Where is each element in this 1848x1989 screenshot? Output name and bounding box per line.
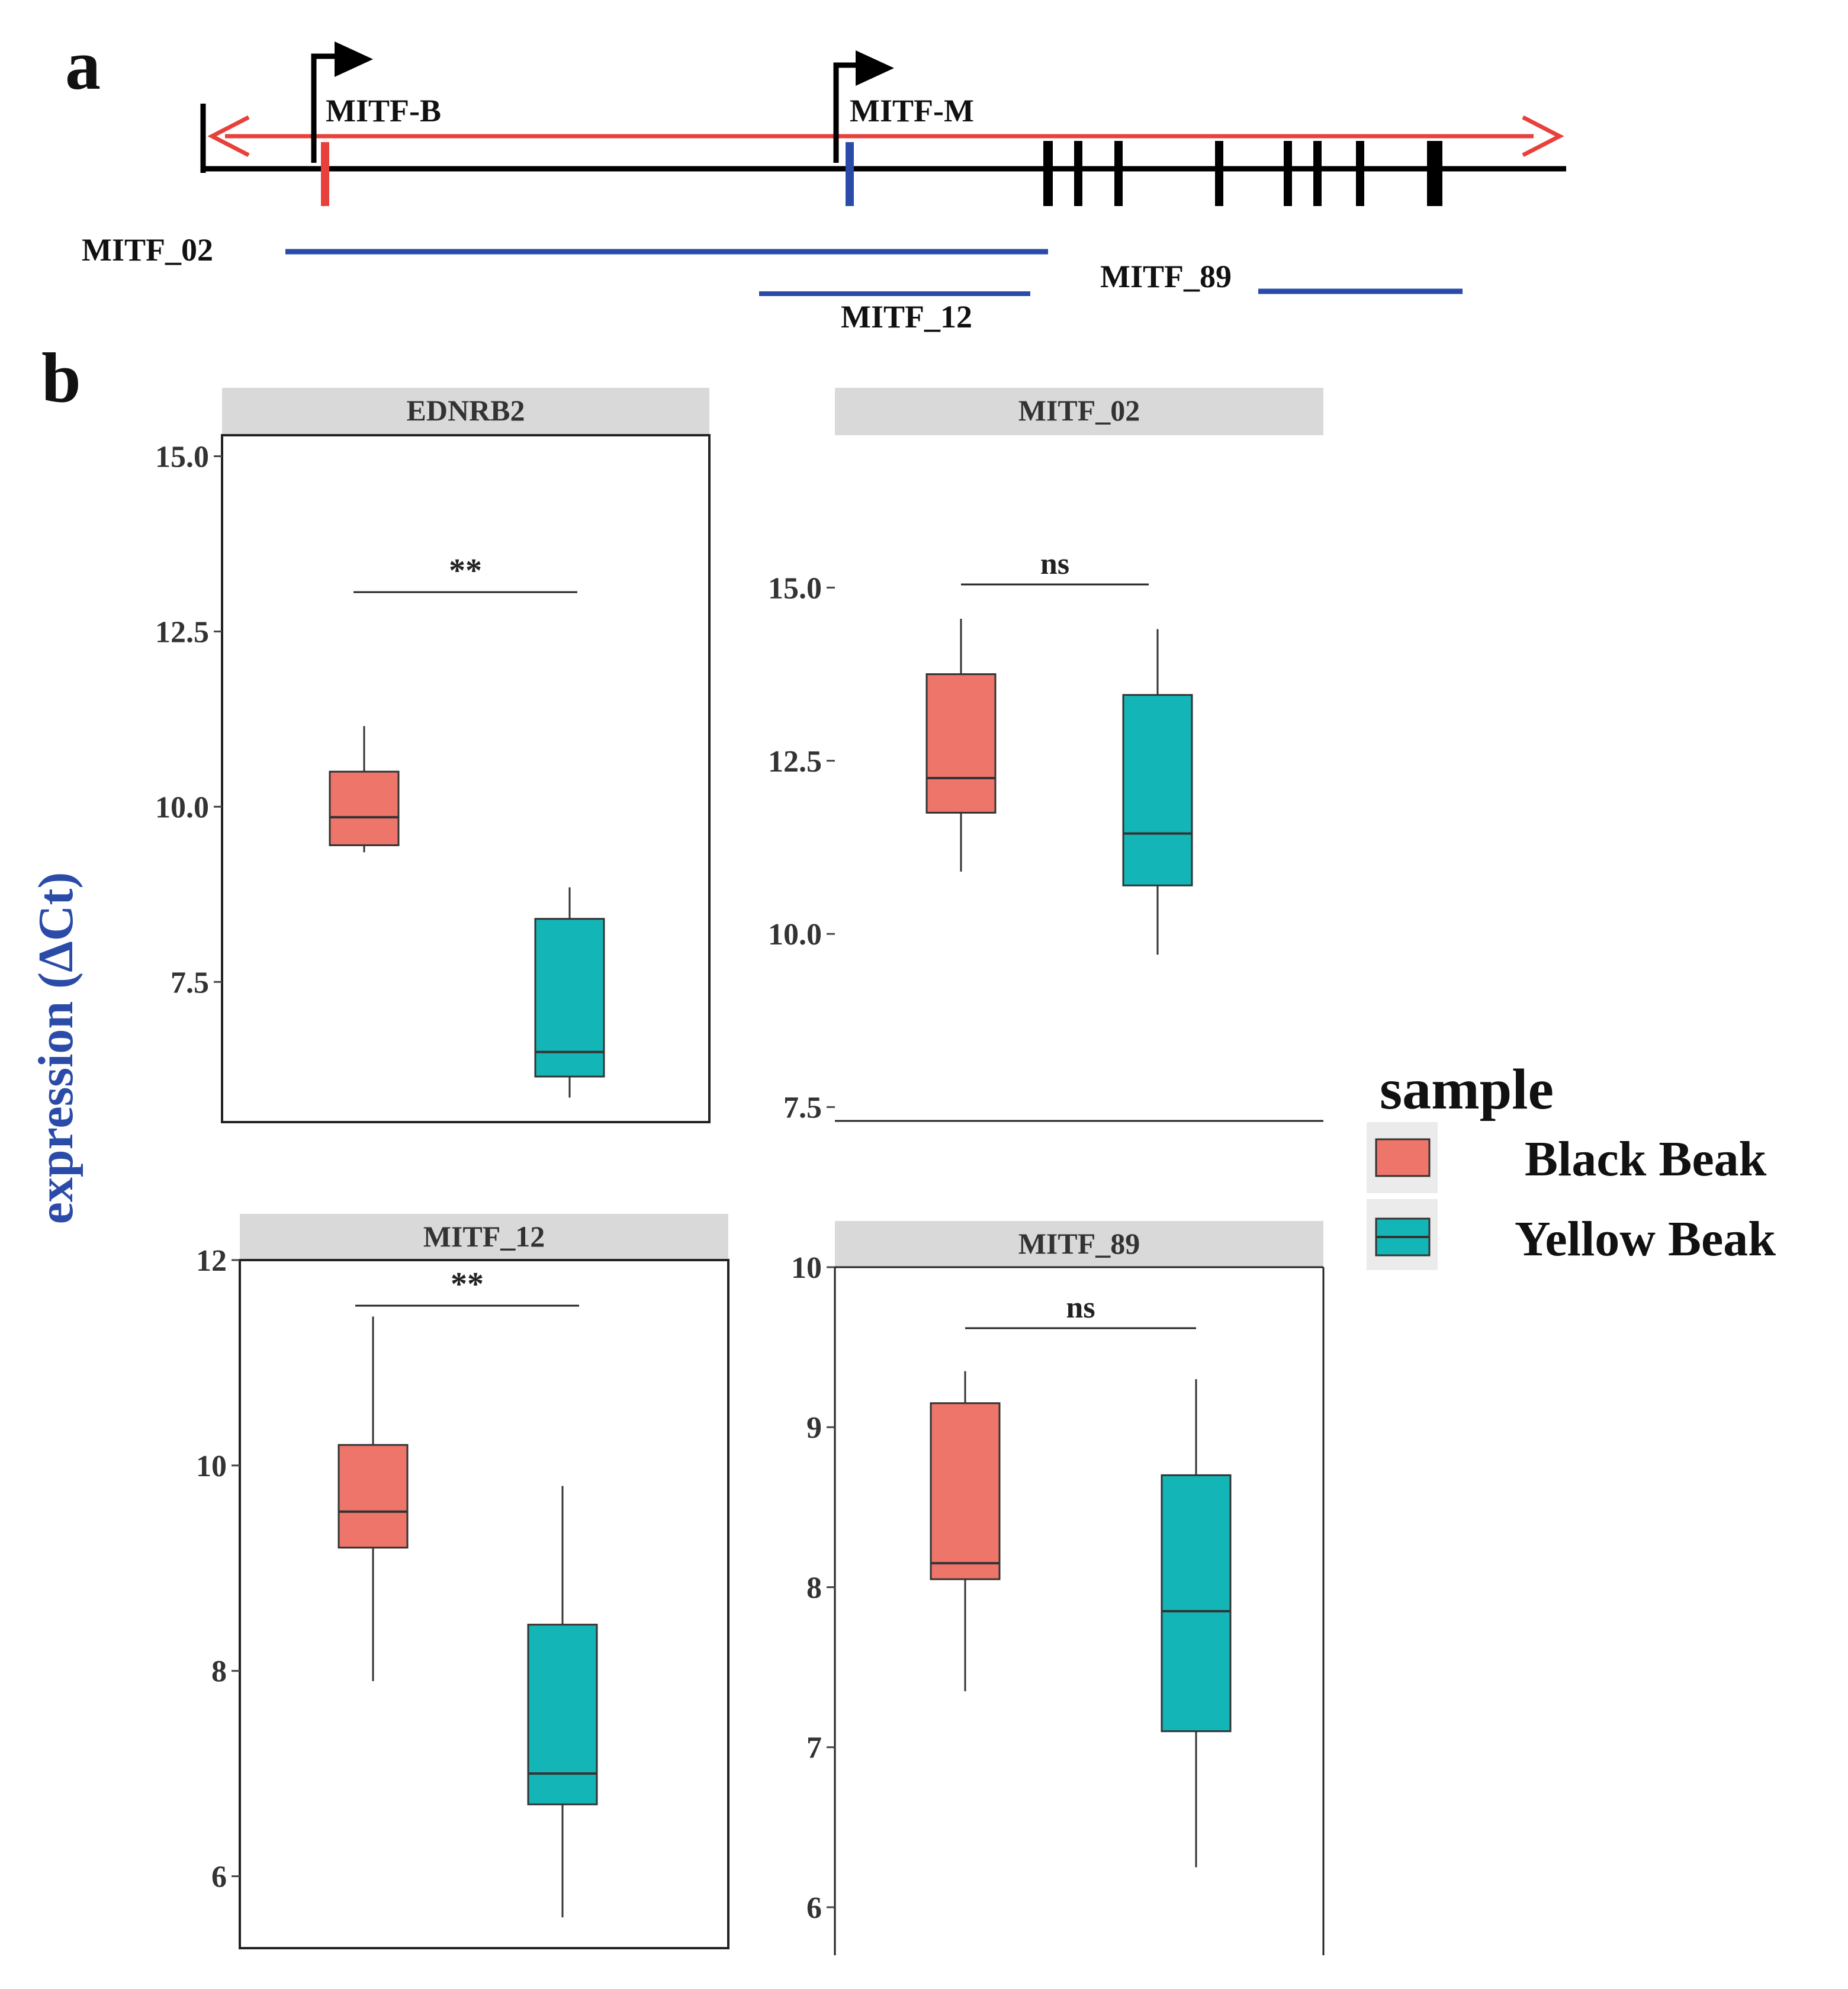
promoter-mitf-b-icon <box>311 41 373 163</box>
y-tick-label: 7.5 <box>783 1091 822 1125</box>
box-yellow-beak <box>1122 629 1193 955</box>
box-body <box>329 770 400 846</box>
exon-marks <box>1043 141 1442 206</box>
significance-label: ns <box>1066 1291 1095 1325</box>
y-tick-label: 8 <box>806 1571 822 1605</box>
y-tick-label: 10.0 <box>768 918 822 952</box>
facet-mitf_12: MITF_12 6 8 10 12 ** <box>196 1214 729 1949</box>
y-axis-title: expression (ΔCt) <box>28 872 83 1225</box>
facet-strip <box>835 388 1323 435</box>
legend-label-yellow-beak: Yellow Beak <box>1515 1212 1776 1267</box>
panel-border <box>239 1259 729 1949</box>
box-body <box>338 1444 409 1549</box>
panel-border <box>221 434 711 1123</box>
box-black-beak <box>930 1371 1001 1692</box>
y-tick-label: 15.0 <box>155 441 209 474</box>
box-black-beak <box>925 618 997 872</box>
significance-label: ** <box>449 552 482 589</box>
panel-label-b: b <box>41 338 81 417</box>
box-black-beak <box>329 726 400 853</box>
y-tick-label: 10 <box>791 1251 822 1285</box>
significance-label: ns <box>1040 547 1069 581</box>
legend-key-black-beak <box>1375 1138 1431 1177</box>
panel-a: a MITF-B MITF-M <box>65 25 1566 335</box>
y-tick-label: 9 <box>806 1411 822 1445</box>
promoter-marker-red <box>321 142 329 206</box>
box-black-beak <box>338 1316 409 1682</box>
amplicon-label-mitf-12: MITF_12 <box>841 299 972 335</box>
box-yellow-beak <box>1161 1379 1232 1868</box>
y-tick-label: 7 <box>806 1731 822 1765</box>
y-tick-label: 15.0 <box>768 571 822 605</box>
y-tick-label: 6 <box>806 1891 822 1925</box>
promoter-marker-blue <box>846 142 854 206</box>
legend-title: sample <box>1380 1058 1554 1122</box>
box-body <box>1161 1474 1232 1733</box>
y-tick-label: 10 <box>196 1450 227 1483</box>
facet-ednrb2: EDNRB2 7.5 10.0 12.5 15.0 ** <box>155 388 711 1123</box>
facet-title: MITF_12 <box>423 1220 545 1253</box>
y-tick-label: 6 <box>211 1861 227 1894</box>
box-body <box>534 918 605 1078</box>
promoter-label-mitf-b: MITF-B <box>326 93 441 128</box>
panel-label-a: a <box>65 25 101 104</box>
y-tick-label: 12 <box>196 1244 227 1278</box>
promoter-mitf-m-icon <box>833 50 894 163</box>
amplicon-label-mitf-02: MITF_02 <box>82 232 213 268</box>
legend-label-black-beak: Black Beak <box>1525 1132 1767 1187</box>
box-yellow-beak <box>534 887 605 1098</box>
promoter-label-mitf-m: MITF-M <box>850 93 974 128</box>
facet-mitf_02: MITF_02 7.5 10.0 12.5 15.0 ns <box>768 388 1323 1125</box>
facet-title: MITF_89 <box>1018 1227 1140 1260</box>
facet-strip <box>240 1214 728 1260</box>
transcript-span-arrow <box>207 115 1564 158</box>
box-body <box>925 673 997 814</box>
facet-title: EDNRB2 <box>406 394 525 427</box>
y-tick-label: 8 <box>211 1655 227 1689</box>
legend: sample Black Beak Yellow Beak <box>1367 1058 1776 1270</box>
facet-title: MITF_02 <box>1018 394 1140 427</box>
box-body <box>1122 694 1193 886</box>
y-tick-label: 10.0 <box>155 791 209 824</box>
y-tick-label: 12.5 <box>768 745 822 779</box>
box-body <box>527 1624 598 1805</box>
amplicon-label-mitf-89: MITF_89 <box>1100 259 1232 294</box>
facet-strip <box>835 1221 1323 1267</box>
box-body <box>930 1402 1001 1580</box>
facet-strip <box>222 388 709 435</box>
y-tick-label: 12.5 <box>155 615 209 649</box>
significance-label: ** <box>451 1266 484 1303</box>
box-yellow-beak <box>527 1486 598 1917</box>
facet-plots: EDNRB2 7.5 10.0 12.5 15.0 ** MITF_02 7.5 10.0 12.… <box>155 388 1325 1955</box>
facet-mitf_89: MITF_89 6 7 8 9 10 ns <box>791 1221 1325 1955</box>
y-tick-label: 7.5 <box>171 966 209 1000</box>
